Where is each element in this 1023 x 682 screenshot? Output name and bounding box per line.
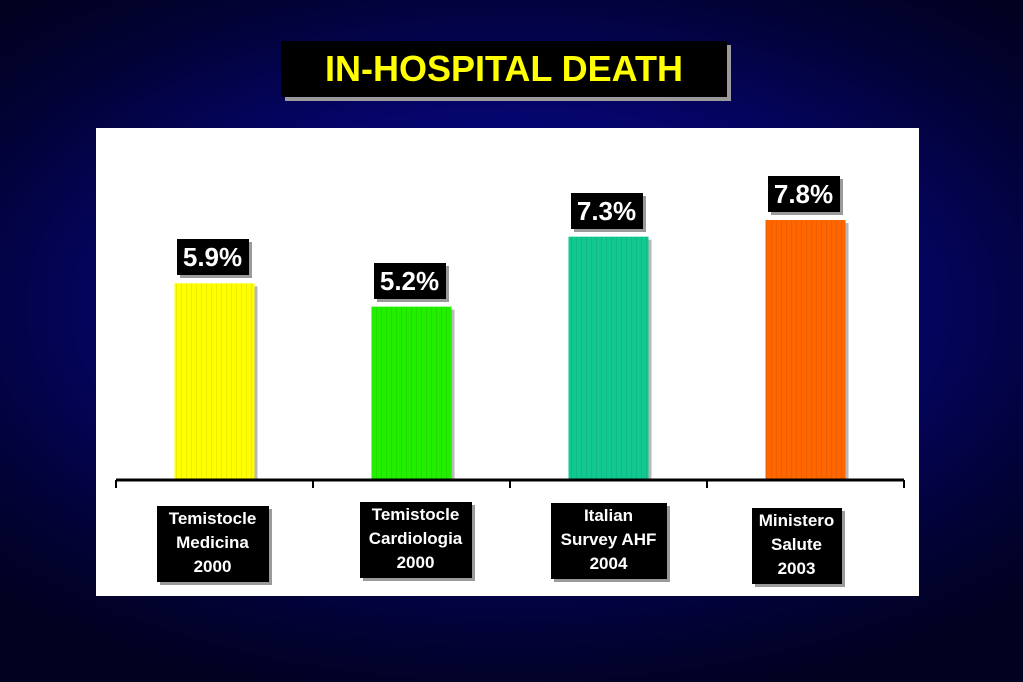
bar <box>174 283 258 480</box>
category-label-line: 2004 <box>589 554 628 573</box>
bar <box>568 236 652 480</box>
category-label-line: Cardiologia <box>368 529 463 548</box>
category-label: Ministero Salute 2003 <box>751 508 842 584</box>
category-label-line: Italian <box>583 506 634 525</box>
category-label-line: Ministero <box>758 511 835 530</box>
category-label-line: Survey AHF <box>560 530 657 549</box>
category-label-line: Temistocle <box>371 505 460 524</box>
category-label: Temistocle Medicina 2000 <box>156 506 269 582</box>
category-label-line: 2000 <box>193 557 232 576</box>
category-label-line: 2000 <box>396 553 435 572</box>
category-label: Italian Survey AHF 2004 <box>550 503 667 579</box>
bar-chart <box>115 220 905 488</box>
category-label-line: Temistocle <box>168 509 257 528</box>
value-label: 7.8% <box>767 176 840 212</box>
value-label: 7.3% <box>570 192 643 229</box>
category-label: Temistocle Cardiologia 2000 <box>359 502 472 578</box>
bar <box>371 306 455 480</box>
category-label-line: Medicina <box>176 533 249 552</box>
chart-panel: 5.9% Temistocle Medicina 2000 5.2% Temistocle… <box>96 128 919 596</box>
category-label-line: 2003 <box>777 559 816 578</box>
bar <box>765 220 849 480</box>
page-title: IN-HOSPITAL DEATH <box>281 41 727 97</box>
value-label: 5.9% <box>176 239 249 276</box>
category-label-line: Salute <box>770 535 823 554</box>
value-label: 5.2% <box>373 262 446 299</box>
